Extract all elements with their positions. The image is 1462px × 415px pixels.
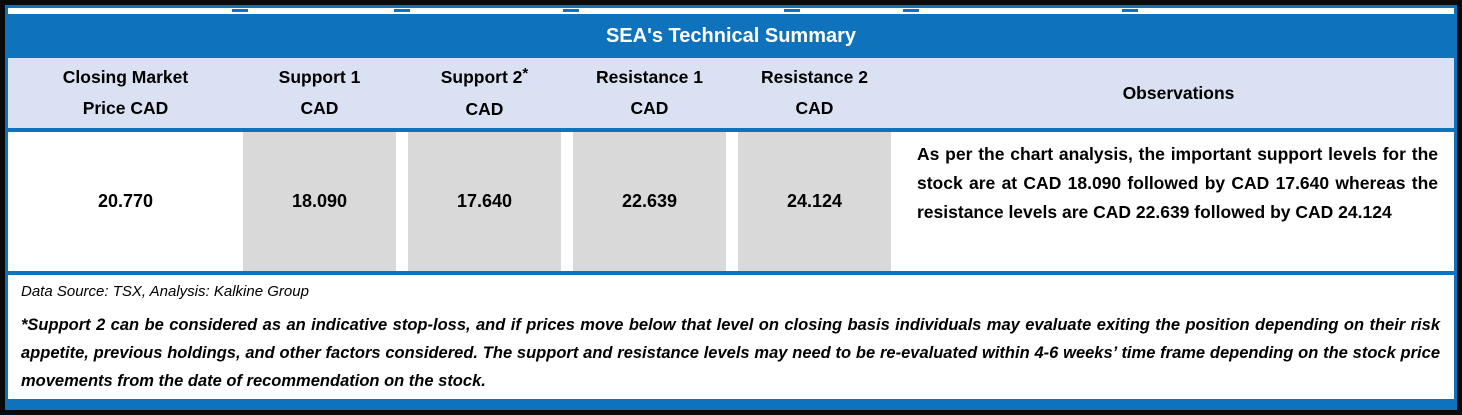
header-line1: Support 2* [440,64,529,87]
header-line2: CAD [465,98,504,119]
header-line1: Closing Market [62,67,189,87]
table-title: SEA's Technical Summary [605,24,857,47]
gridline-tick [394,9,410,12]
cell-observations: As per the chart analysis, the important… [917,144,1438,222]
header-line1: Resistance 2 [760,67,868,87]
gridline-tick [784,9,800,12]
footnote-asterisk: * [522,64,529,82]
cell-closing-market-price: 20.770 [97,191,154,211]
column-gap [561,132,573,271]
header-support-2: Support 2* CAD [408,62,561,125]
header-observations: Observations [903,78,1454,109]
header-line2: CAD [300,98,339,118]
gridline-tick [903,9,919,12]
column-gap [396,132,408,271]
column-gap [726,132,738,271]
header-line2: CAD [795,98,834,118]
gridline-tick [232,9,248,12]
header-line1: Observations [1122,82,1235,103]
cell-support-2: 17.640 [408,132,561,271]
cell-support-1: 18.090 [243,132,396,271]
column-gap [891,132,903,271]
gridline-tick [563,9,579,12]
header-line2: CAD [630,98,669,118]
horizontal-rule [8,128,1454,132]
top-gridline-strip [8,8,1454,14]
header-line1: Resistance 1 [595,67,703,87]
gridline-tick [1122,9,1138,12]
header-resistance-1: Resistance 1 CAD [573,62,726,124]
header-line2: Price CAD [82,98,169,118]
bottom-accent-bar [8,399,1454,407]
support-2-footnote: *Support 2 can be considered as an indic… [21,316,1440,390]
cell-resistance-1: 22.639 [573,132,726,271]
table-footer: Data Source: TSX, Analysis: Kalkine Grou… [8,275,1454,399]
header-closing-market-price: Closing Market Price CAD [8,62,243,124]
header-resistance-2: Resistance 2 CAD [738,62,891,124]
table-inner-frame: SEA's Technical Summary Closing Market P… [5,5,1457,410]
table-header-row: Closing Market Price CAD Support 1 CAD S… [8,58,1454,128]
cell-resistance-2: 24.124 [738,132,891,271]
header-support-1: Support 1 CAD [243,62,396,124]
header-line1: Support 1 [278,67,361,87]
table-title-bar: SEA's Technical Summary [8,14,1454,58]
horizontal-rule [8,271,1454,275]
table-data-row: 20.770 18.090 17.640 22.639 24.124 As pe… [8,132,1454,271]
data-source-note: Data Source: TSX, Analysis: Kalkine Grou… [21,283,309,300]
